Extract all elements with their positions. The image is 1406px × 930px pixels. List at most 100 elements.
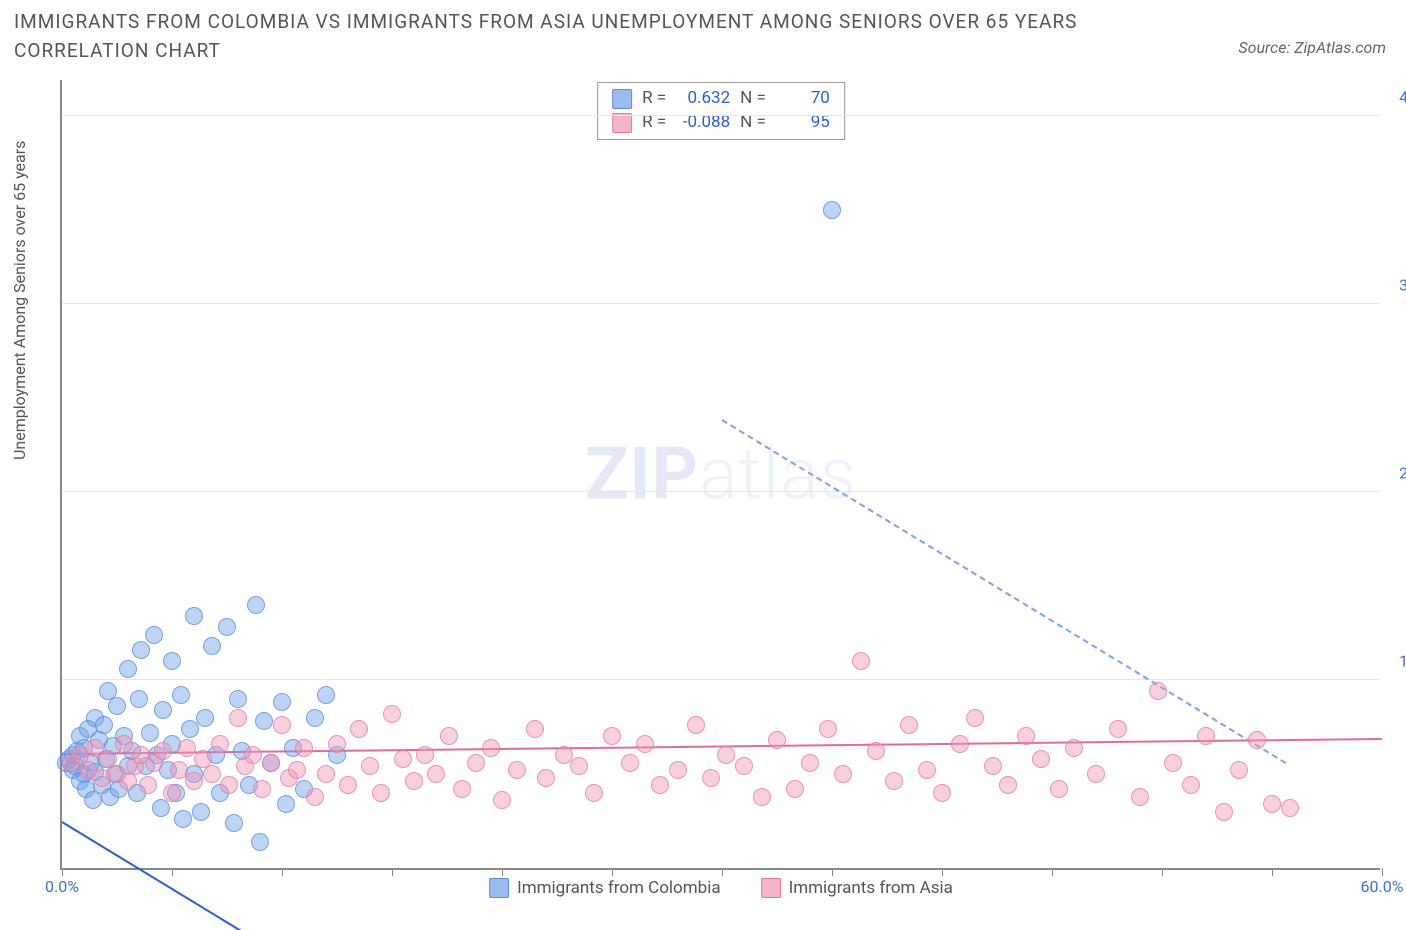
data-point — [119, 660, 137, 678]
data-point — [801, 754, 819, 772]
data-point — [273, 693, 291, 711]
data-point — [220, 776, 238, 794]
data-point — [1248, 731, 1266, 749]
data-point — [570, 757, 588, 775]
data-point — [1149, 682, 1167, 700]
stats-box: R = 0.632 N = 70 R = -0.088 N = 95 — [597, 82, 845, 140]
data-point — [819, 720, 837, 738]
stat-label: R = — [642, 87, 666, 111]
y-tick-label: 40.0% — [1399, 87, 1406, 106]
data-point — [467, 754, 485, 772]
data-point — [1164, 754, 1182, 772]
x-tick — [1162, 868, 1163, 876]
gridline — [62, 491, 1380, 492]
data-point — [295, 739, 313, 757]
data-point — [537, 769, 555, 787]
swatch-icon — [612, 113, 632, 133]
data-point — [203, 637, 221, 655]
x-tick-label: 0.0% — [45, 877, 79, 896]
data-point — [951, 735, 969, 753]
data-point — [181, 720, 199, 738]
chart-title: IMMIGRANTS FROM COLOMBIA VS IMMIGRANTS F… — [14, 8, 1206, 65]
trend-line — [721, 419, 1286, 764]
y-tick-label: 20.0% — [1399, 463, 1406, 482]
data-point — [139, 776, 157, 794]
swatch-icon — [761, 878, 781, 898]
data-point — [702, 769, 720, 787]
data-point — [753, 788, 771, 806]
data-point — [170, 761, 188, 779]
data-point — [172, 686, 190, 704]
stat-label: N = — [740, 87, 766, 111]
data-point — [108, 697, 126, 715]
x-tick — [722, 868, 723, 876]
data-point — [251, 833, 269, 851]
data-point — [141, 724, 159, 742]
data-point — [262, 754, 280, 772]
data-point — [687, 716, 705, 734]
x-tick-label: 60.0% — [1361, 877, 1404, 896]
data-point — [185, 772, 203, 790]
watermark: ZIPatlas — [585, 432, 857, 517]
data-point — [1032, 750, 1050, 768]
data-point — [253, 780, 271, 798]
data-point — [621, 754, 639, 772]
source-label: Source: ZipAtlas.com — [1238, 38, 1386, 57]
data-point — [229, 709, 247, 727]
legend-item-asia: Immigrants from Asia — [761, 878, 953, 898]
data-point — [152, 799, 170, 817]
x-tick — [62, 868, 63, 876]
data-point — [163, 652, 181, 670]
data-point — [178, 739, 196, 757]
data-point — [669, 761, 687, 779]
data-point — [867, 742, 885, 760]
legend-item-colombia: Immigrants from Colombia — [489, 878, 721, 898]
stat-value: 70 — [776, 87, 830, 111]
data-point — [834, 765, 852, 783]
data-point — [192, 803, 210, 821]
data-point — [1065, 739, 1083, 757]
y-axis-label: Unemployment Among Seniors over 65 years — [10, 141, 29, 460]
x-tick — [942, 868, 943, 876]
data-point — [115, 735, 133, 753]
data-point — [453, 780, 471, 798]
swatch-icon — [612, 89, 632, 109]
x-tick — [1052, 868, 1053, 876]
data-point — [317, 765, 335, 783]
legend-label: Immigrants from Asia — [789, 878, 953, 898]
data-point — [852, 652, 870, 670]
stat-value: 0.632 — [676, 87, 730, 111]
data-point — [555, 746, 573, 764]
data-point — [174, 810, 192, 828]
legend: Immigrants from Colombia Immigrants from… — [489, 878, 953, 898]
data-point — [636, 735, 654, 753]
data-point — [317, 686, 335, 704]
data-point — [1281, 799, 1299, 817]
data-point — [328, 735, 346, 753]
data-point — [984, 757, 1002, 775]
chart-plot-area: ZIPatlas R = 0.632 N = 70 R = -0.088 N =… — [60, 80, 1380, 870]
swatch-icon — [489, 878, 509, 898]
data-point — [154, 742, 172, 760]
x-tick — [172, 868, 173, 876]
x-tick — [392, 868, 393, 876]
data-point — [1215, 803, 1233, 821]
data-point — [427, 765, 445, 783]
data-point — [1230, 761, 1248, 779]
data-point — [196, 709, 214, 727]
data-point — [130, 690, 148, 708]
y-tick-label: 10.0% — [1399, 651, 1406, 670]
data-point — [493, 791, 511, 809]
data-point — [585, 784, 603, 802]
data-point — [203, 765, 221, 783]
data-point — [1131, 788, 1149, 806]
data-point — [277, 795, 295, 813]
data-point — [339, 776, 357, 794]
data-point — [273, 716, 291, 734]
data-point — [482, 739, 500, 757]
data-point — [1050, 780, 1068, 798]
data-point — [823, 201, 841, 219]
data-point — [1197, 727, 1215, 745]
data-point — [1109, 720, 1127, 738]
data-point — [383, 705, 401, 723]
